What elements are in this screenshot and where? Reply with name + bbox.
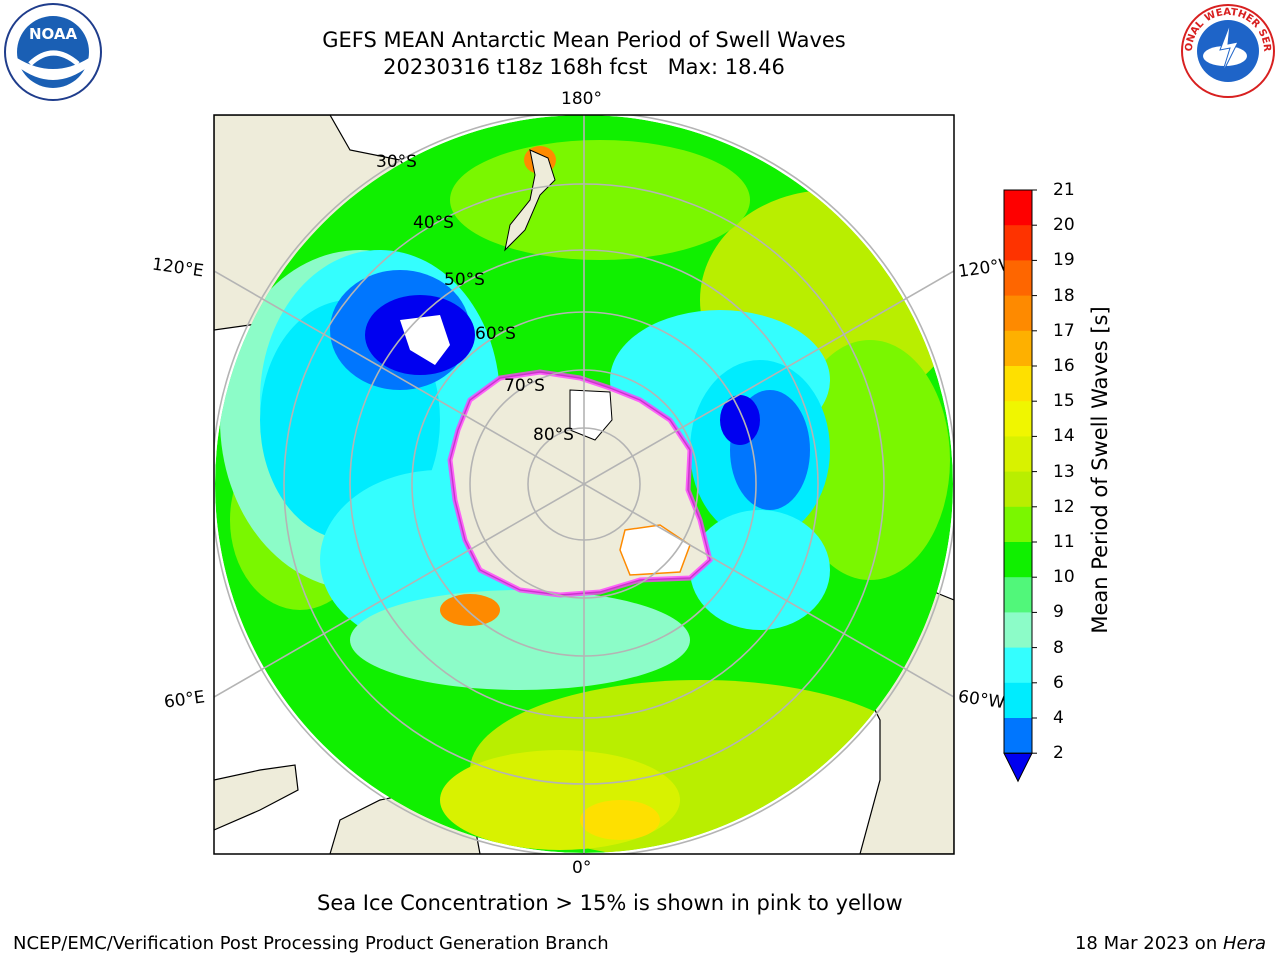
run-date: 18 Mar 2023 on Hera	[1075, 933, 1266, 954]
map-title: GEFS MEAN Antarctic Mean Period of Swell…	[322, 28, 846, 52]
colorbar-tick-label: 18	[1053, 285, 1075, 306]
colorbar-tick-label: 21	[1053, 180, 1075, 200]
colorbar-segment	[1004, 401, 1032, 437]
colorbar-segment	[1004, 471, 1032, 508]
colorbar-tick-label: 16	[1053, 356, 1075, 376]
colorbar-segment	[1004, 225, 1032, 261]
producer-credit: NCEP/EMC/Verification Post Processing Pr…	[13, 933, 609, 954]
colorbar-segment	[1004, 190, 1032, 226]
colorbar-segment	[1004, 436, 1032, 473]
graticule	[214, 115, 954, 854]
lat-label-70s: 70°S	[504, 376, 545, 396]
lat-label-80s: 80°S	[533, 425, 574, 445]
colorbar-segment	[1004, 718, 1032, 754]
colorbar-tick-label: 11	[1053, 532, 1075, 552]
colorbar-tick-label: 4	[1053, 708, 1064, 728]
colorbar-segment	[1004, 506, 1032, 543]
colorbar-extend-arrow	[1003, 752, 1033, 783]
colorbar-tick-label: 15	[1053, 391, 1075, 412]
colorbar-tick-label: 2	[1053, 743, 1064, 764]
colorbar-tick-label: 12	[1053, 496, 1075, 517]
madagascar-landmass	[214, 764, 299, 831]
lon-label-180: 180°	[561, 89, 602, 109]
noaa-logo: NOAA	[4, 3, 102, 101]
colorbar-tick-label: 14	[1053, 426, 1075, 447]
lat-label-30s: 30°S	[376, 152, 417, 172]
colorbar-segment	[1004, 542, 1032, 578]
nws-logo: NATIONAL WEATHER SERVICE	[1178, 2, 1275, 98]
colorbar-tick-label: 19	[1053, 250, 1075, 271]
colorbar-tick-label: 20	[1053, 215, 1075, 236]
host-name: Hera	[1222, 933, 1266, 954]
colorbar-segment	[1004, 577, 1032, 613]
colorbar-tick-label: 8	[1053, 637, 1064, 658]
lat-label-50s: 50°S	[444, 270, 485, 290]
colorbar-segment	[1004, 682, 1032, 719]
colorbar-segment	[1004, 295, 1032, 332]
colorbar	[1003, 189, 1037, 783]
sea-ice-edge	[447, 369, 713, 598]
colorbar-segment	[1004, 647, 1032, 684]
colorbar-tick-label: 9	[1053, 602, 1064, 623]
map-frame	[213, 114, 955, 855]
colorbar-segment	[1004, 366, 1032, 402]
noaa-logo-text: NOAA	[29, 25, 78, 43]
lon-label-0: 0°	[572, 858, 592, 878]
colorbar-tick-label: 13	[1053, 461, 1075, 482]
sea-ice-note: Sea Ice Concentration > 15% is shown in …	[317, 891, 903, 915]
ronne-ice-shelf	[619, 524, 691, 576]
map-subtitle: 20230316 t18z 168h fcst Max: 18.46	[383, 55, 785, 79]
run-date-text: 18 Mar 2023 on	[1074, 933, 1223, 954]
colorbar-segment	[1004, 330, 1032, 367]
colorbar-segment	[1004, 612, 1032, 649]
colorbar-label: Mean Period of Swell Waves [s]	[1088, 306, 1112, 634]
colorbar-tick-label: 6	[1053, 672, 1064, 693]
lat-label-60s: 60°S	[475, 324, 516, 344]
new-zealand-landmass	[504, 149, 556, 252]
island-white	[400, 315, 450, 365]
colorbar-tick-label: 10	[1053, 567, 1075, 588]
colorbar-segment	[1004, 260, 1032, 297]
lat-label-40s: 40°S	[413, 213, 454, 233]
colorbar-tick-label: 17	[1053, 320, 1075, 341]
